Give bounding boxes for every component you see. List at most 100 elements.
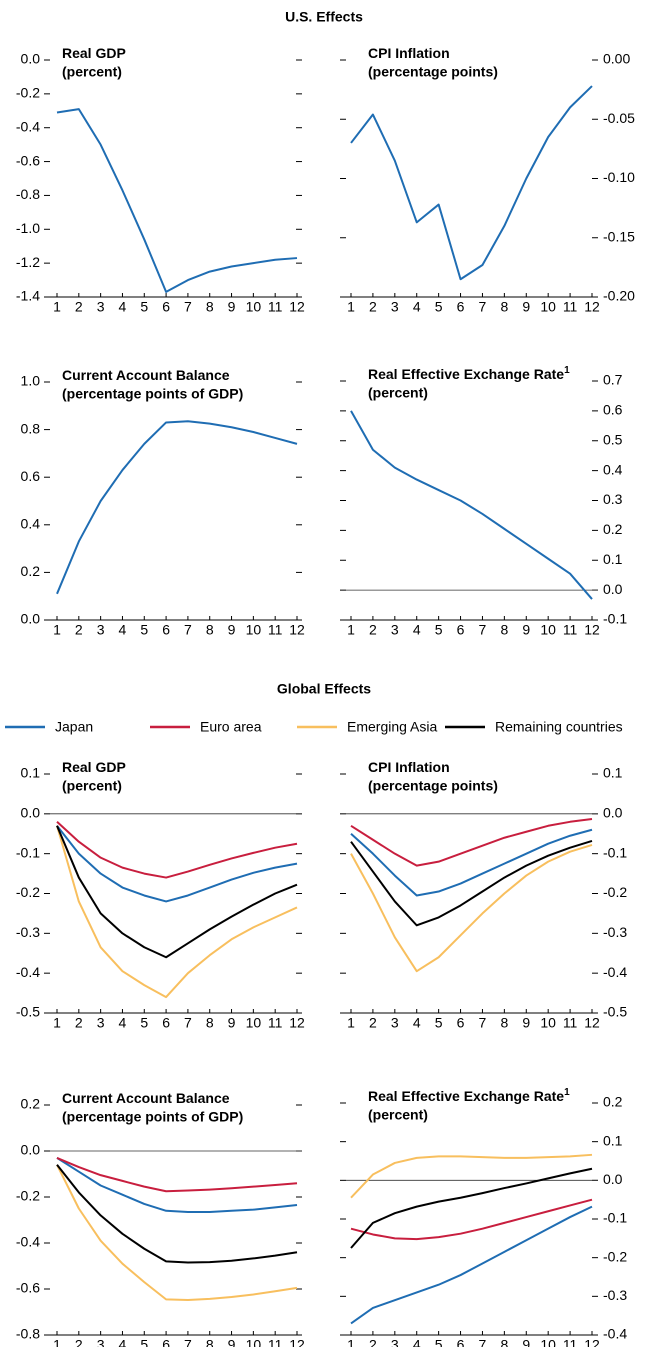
x-tick-label: 9 [522,1015,530,1031]
x-tick-label: 3 [391,622,399,638]
x-tick-label: 12 [289,299,305,315]
y-tick-label: 0.3 [603,491,623,507]
x-tick-label: 8 [500,1337,508,1347]
x-tick-label: 5 [435,622,443,638]
x-tick-label: 9 [522,1337,530,1347]
y-tick-label: 0.00 [603,51,630,67]
x-tick-label: 10 [540,622,556,638]
y-tick-label: 0.2 [603,521,623,537]
x-tick-label: 7 [184,299,192,315]
x-tick-label: 2 [369,1337,377,1347]
x-tick-label: 10 [540,1337,556,1347]
x-tick-label: 4 [119,622,127,638]
y-tick-label: -0.4 [603,1326,627,1342]
x-tick-label: 3 [97,1337,105,1347]
y-tick-label: -0.2 [603,884,627,900]
x-tick-label: 4 [413,622,421,638]
x-tick-label: 4 [119,1337,127,1347]
x-tick-label: 9 [522,622,530,638]
x-tick-label: 9 [228,622,236,638]
data-line [350,1198,593,1241]
data-line [350,828,593,897]
y-tick-label: 0.2 [21,1096,41,1112]
x-tick-label: 3 [391,1015,399,1031]
data-line [350,1153,593,1199]
y-tick-label: -0.2 [16,85,40,101]
y-tick-label: -0.2 [16,1188,40,1204]
y-tick-label: 1.0 [21,373,41,389]
x-tick-label: 11 [268,1015,283,1031]
y-tick-label: -0.3 [603,1287,627,1303]
y-tick-label: -0.6 [16,152,40,168]
x-tick-label: 2 [75,622,83,638]
x-tick-label: 7 [479,1015,487,1031]
x-tick-label: 5 [435,1015,443,1031]
y-tick-label: 0.5 [603,431,623,447]
x-tick-label: 9 [228,1015,236,1031]
x-tick-label: 7 [184,622,192,638]
x-tick-label: 11 [268,622,283,638]
x-tick-label: 2 [369,299,377,315]
panel-title: Real Effective Exchange Rate1 [368,365,570,382]
legend-label: Japan [55,719,93,735]
x-tick-label: 3 [97,622,105,638]
x-tick-label: 10 [540,299,556,315]
y-tick-label: -0.4 [16,118,40,134]
y-tick-label: 0.4 [603,461,623,477]
y-tick-label: -0.5 [603,1004,627,1020]
x-tick-label: 2 [75,1337,83,1347]
panel-title-text: Real GDP [62,45,126,61]
panel-subtitle: (percentage points) [368,64,498,80]
data-line [56,821,298,879]
x-tick-label: 11 [563,299,578,315]
footnote-marker: 1 [564,365,570,376]
panel-title: CPI Inflation [368,45,450,61]
y-tick-label: -1.2 [16,254,40,270]
y-tick-label: -0.05 [603,110,635,126]
panel-title: CPI Inflation [368,759,450,775]
data-line [56,420,298,595]
y-tick-label: -0.1 [603,611,627,627]
x-tick-label: 12 [289,622,305,638]
section-title: U.S. Effects [285,9,363,25]
x-tick-label: 3 [391,299,399,315]
x-tick-label: 6 [162,299,170,315]
x-tick-label: 7 [184,1015,192,1031]
x-tick-label: 1 [53,1337,61,1347]
data-line [350,843,593,973]
x-tick-label: 12 [584,1015,600,1031]
x-tick-label: 10 [246,299,262,315]
x-tick-label: 9 [522,299,530,315]
x-tick-label: 10 [246,1337,262,1347]
x-tick-label: 1 [347,622,355,638]
x-tick-label: 2 [369,1015,377,1031]
x-tick-label: 4 [413,1337,421,1347]
data-line [350,818,593,867]
x-tick-label: 4 [413,299,421,315]
panel-title: Real GDP [62,45,126,61]
x-tick-label: 12 [584,622,600,638]
legend-label: Remaining countries [495,719,623,735]
x-tick-label: 12 [289,1337,305,1347]
x-tick-label: 6 [457,299,465,315]
x-tick-label: 6 [162,622,170,638]
x-tick-label: 3 [97,299,105,315]
data-line [350,1167,593,1249]
panel-subtitle: (percentage points of GDP) [62,386,243,402]
x-tick-label: 11 [268,1337,283,1347]
x-tick-label: 7 [479,299,487,315]
x-tick-label: 10 [246,1015,262,1031]
y-tick-label: 0.6 [603,402,623,418]
x-tick-label: 4 [119,299,127,315]
panel-title-text: CPI Inflation [368,759,450,775]
y-tick-label: -0.2 [603,1248,627,1264]
x-tick-label: 3 [391,1337,399,1347]
data-line [350,1205,593,1325]
x-tick-label: 11 [268,299,283,315]
x-tick-label: 9 [228,299,236,315]
x-tick-label: 2 [75,299,83,315]
y-tick-label: -0.3 [603,924,627,940]
data-line [56,1164,298,1302]
panel-subtitle: (percent) [62,778,122,794]
